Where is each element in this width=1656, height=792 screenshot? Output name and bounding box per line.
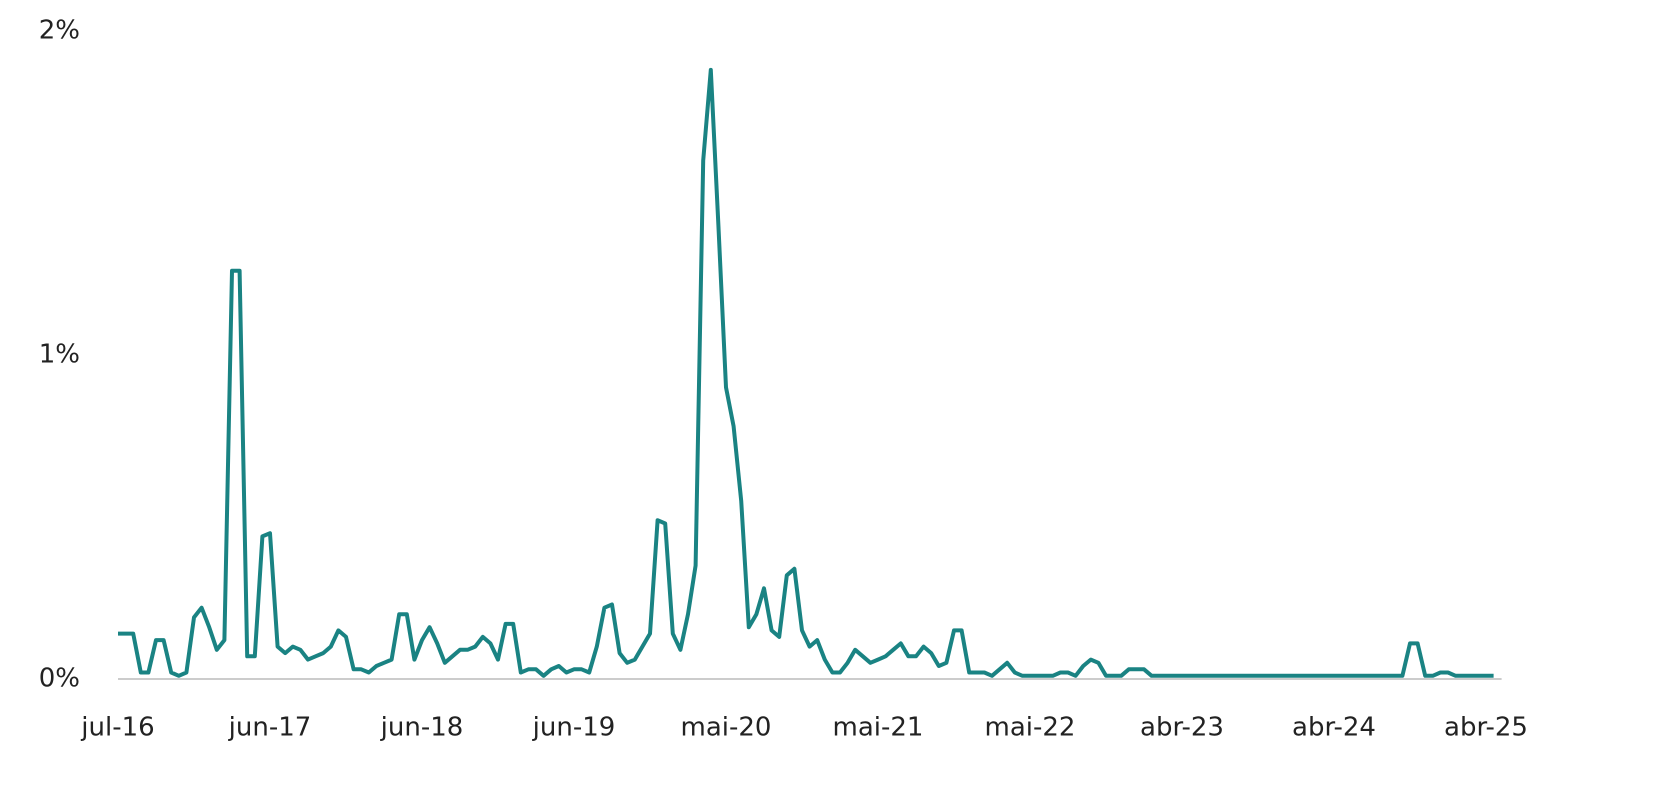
x-tick-label: abr-24 bbox=[1292, 713, 1376, 743]
x-tick-label: jun-19 bbox=[532, 713, 616, 743]
data-line bbox=[118, 67, 1494, 678]
x-tick-label: abr-23 bbox=[1140, 713, 1224, 743]
x-tick-label: jun-18 bbox=[380, 713, 464, 743]
x-tick-label: jul-16 bbox=[80, 713, 154, 743]
y-tick-label: 2% bbox=[39, 16, 80, 46]
x-tick-label: jun-17 bbox=[228, 713, 312, 743]
y-tick-label: 1% bbox=[39, 340, 80, 370]
x-tick-label: mai-22 bbox=[985, 713, 1076, 743]
x-tick-label: abr-25 bbox=[1444, 713, 1528, 743]
y-tick-label: 0% bbox=[39, 664, 80, 694]
x-tick-label: mai-21 bbox=[833, 713, 924, 743]
x-tick-label: mai-20 bbox=[681, 713, 772, 743]
